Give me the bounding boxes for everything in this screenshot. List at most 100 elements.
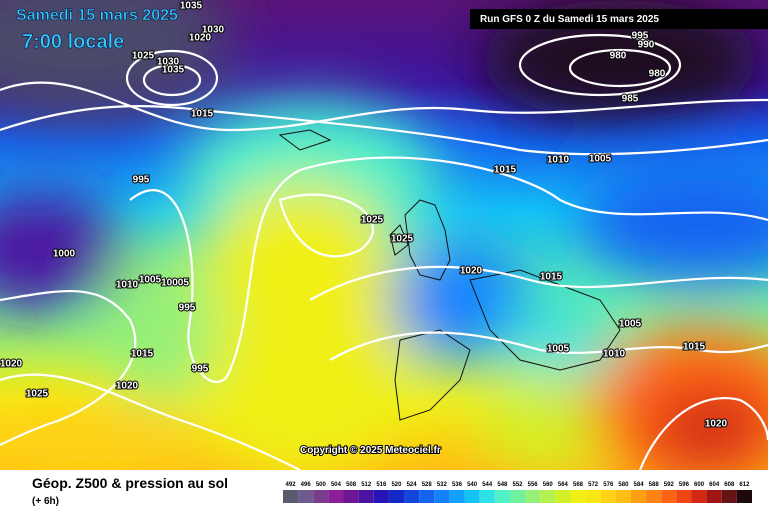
run-box <box>470 9 768 29</box>
legend-label: 496 <box>301 482 312 488</box>
legend-swatch <box>358 490 374 503</box>
legend-label: 564 <box>558 482 569 488</box>
legend-swatch <box>404 490 420 503</box>
legend-swatch <box>615 490 631 503</box>
isobar-label: 1015 <box>191 109 214 120</box>
legend-swatch <box>419 490 435 503</box>
legend-swatch <box>388 490 405 503</box>
legend-swatch <box>600 490 616 503</box>
copyright: Copyright © 2025 Meteociel.fr <box>300 445 441 456</box>
isobar-label: 1010 <box>547 155 570 166</box>
time: 7:00 locale <box>22 31 124 53</box>
isobar-label: 1020 <box>0 359 23 370</box>
legend-swatch <box>676 490 692 503</box>
legend-label: 588 <box>649 482 660 488</box>
isobar-label: 1015 <box>494 165 517 176</box>
legend-label: 572 <box>588 482 599 488</box>
legend-label: 536 <box>452 482 463 488</box>
legend-label: 560 <box>543 482 554 488</box>
legend-label: 556 <box>528 482 539 488</box>
legend-label: 500 <box>316 482 327 488</box>
legend-label: 504 <box>331 482 342 488</box>
run-info: Run GFS 0 Z du Samedi 15 mars 2025 <box>480 14 659 25</box>
isobar-label: 980 <box>610 51 627 62</box>
legend-label: 584 <box>634 482 645 488</box>
legend-label: 544 <box>482 482 493 488</box>
legend-swatch <box>630 490 647 503</box>
isobar-label: 1015 <box>540 272 563 283</box>
legend-label: 492 <box>286 482 297 488</box>
legend-label: 612 <box>739 482 750 488</box>
isobar-label: 1025 <box>26 389 49 400</box>
isobar-label: 995 <box>632 31 649 42</box>
legend-swatch <box>464 490 480 503</box>
isobar-label: 1015 <box>131 349 154 360</box>
legend-label: 600 <box>694 482 705 488</box>
legend-swatch <box>736 490 752 503</box>
isobar-label: 1005 <box>547 344 570 355</box>
legend-swatch <box>646 490 662 503</box>
legend-swatch <box>283 490 299 503</box>
legend-label: 540 <box>467 482 478 488</box>
legend-swatch <box>313 490 329 503</box>
legend-swatch <box>661 490 677 503</box>
isobar-label: 990 <box>638 40 655 51</box>
legend: 492 496 500 504 508 512 516 520 524 528 532 536 540 5… <box>283 482 752 503</box>
isobar-label: 1035 <box>180 1 203 12</box>
isobar-label: 1005 <box>139 275 162 286</box>
isobar-label: 1025 <box>132 51 155 62</box>
isobar-label: 1010 <box>116 280 139 291</box>
legend-swatch <box>585 490 601 503</box>
legend-swatch <box>479 490 495 503</box>
legend-swatch <box>555 490 571 503</box>
isobar-label: 1030 <box>157 57 180 68</box>
isobars <box>0 33 768 470</box>
legend-swatch <box>570 490 586 503</box>
isobar-label: 1020 <box>460 266 483 277</box>
isobar-label: 1010 <box>603 349 626 360</box>
date: Samedi 15 mars 2025 <box>16 7 178 24</box>
isobar-label: 1030 <box>202 25 225 36</box>
footer-step: (+ 6h) <box>32 496 59 507</box>
legend-label: 528 <box>422 482 433 488</box>
legend-swatch <box>525 490 541 503</box>
legend-label: 592 <box>664 482 675 488</box>
isobar-label: 995 <box>133 175 150 186</box>
legend-swatch <box>494 490 510 503</box>
legend-swatch <box>509 490 526 503</box>
legend-label: 512 <box>361 482 372 488</box>
isobar-label: 1020 <box>705 419 728 430</box>
isobar-label: 1000 <box>53 249 76 260</box>
legend-label: 508 <box>346 482 357 488</box>
isobar-label: 1035 <box>162 65 185 76</box>
isobar-label: 1025 <box>361 215 384 226</box>
footer-title: Géop. Z500 & pression au sol <box>32 475 228 491</box>
legend-label: 604 <box>709 482 720 488</box>
isobar-label: 1025 <box>391 234 414 245</box>
isobar-label: 1015 <box>683 342 706 353</box>
legend-swatch <box>298 490 314 503</box>
legend-label: 596 <box>679 482 690 488</box>
legend-swatch <box>721 490 737 503</box>
legend-swatch <box>449 490 465 503</box>
legend-label: 580 <box>618 482 629 488</box>
legend-swatch <box>343 490 359 503</box>
legend-label: 576 <box>603 482 614 488</box>
isobar-label: 10005 <box>161 278 189 289</box>
legend-label: 520 <box>391 482 402 488</box>
legend-label: 532 <box>437 482 448 488</box>
legend-swatch <box>540 490 556 503</box>
legend-label: 608 <box>724 482 735 488</box>
legend-swatch <box>691 490 707 503</box>
isobar-label: 1005 <box>619 319 642 330</box>
legend-label: 552 <box>512 482 523 488</box>
legend-swatch <box>434 490 450 503</box>
legend-swatch <box>706 490 722 503</box>
isobar-label: 1020 <box>189 33 212 44</box>
legend-label: 524 <box>407 482 418 488</box>
legend-swatch <box>373 490 389 503</box>
isobar-label: 995 <box>179 303 196 314</box>
